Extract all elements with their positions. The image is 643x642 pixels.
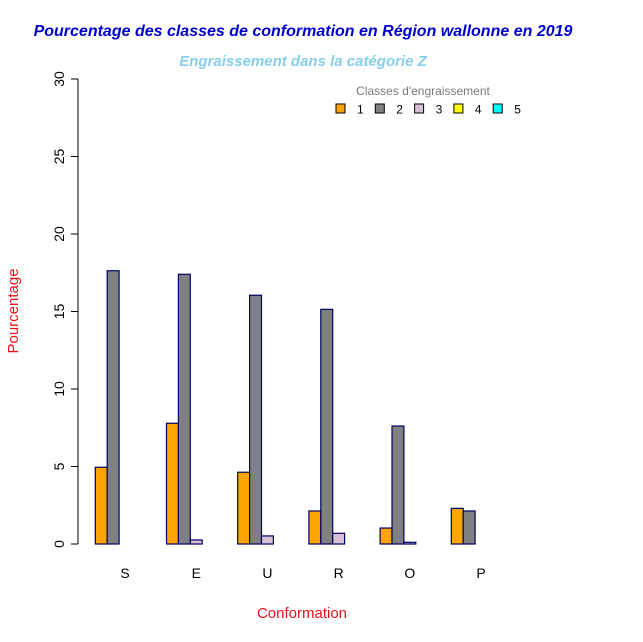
- x-tick-label-O: O: [404, 565, 415, 581]
- legend-swatch: [335, 103, 346, 114]
- bar-S-series-1: [94, 466, 108, 545]
- bar-P-series-1: [450, 507, 464, 545]
- bar-U-series-3: [260, 535, 274, 545]
- bar-S-series-2: [106, 270, 120, 545]
- legend-item-4: 4: [453, 103, 482, 117]
- bar-group-P: [450, 507, 476, 545]
- legend-swatch: [414, 103, 425, 114]
- bar-O-series-1: [379, 527, 393, 545]
- bar-E-series-2: [177, 273, 191, 545]
- y-tick-label: 20: [51, 226, 67, 242]
- bar-R-series-1: [308, 510, 322, 545]
- legend-label: 2: [396, 103, 403, 117]
- y-tick-label: 25: [51, 149, 67, 165]
- chart-subtitle: Engraissement dans la catégorie Z: [179, 53, 427, 70]
- bar-E-series-3: [189, 539, 203, 545]
- bar-group-E: [165, 273, 203, 545]
- legend-item-5: 5: [492, 103, 521, 117]
- bar-O-series-2: [391, 425, 405, 545]
- y-tick-label: 5: [51, 462, 67, 470]
- bars: [94, 270, 476, 545]
- bar-group-U: [237, 294, 274, 545]
- legend-swatch: [492, 103, 503, 114]
- bar-U-series-2: [249, 294, 263, 545]
- bar-U-series-1: [237, 471, 251, 545]
- legend-item-3: 3: [414, 103, 443, 117]
- bar-group-O: [379, 425, 417, 545]
- y-axis-title: Pourcentage: [5, 268, 22, 353]
- legend-title: Classes d'engraissement: [356, 84, 490, 98]
- bar-E-series-1: [165, 422, 179, 545]
- bar-R-series-3: [332, 532, 346, 545]
- x-tick-label-S: S: [120, 565, 129, 581]
- x-axis-title: Conformation: [257, 605, 347, 622]
- legend: Classes d'engraissement 1 2 3 4 5: [335, 84, 521, 117]
- legend-swatch: [453, 103, 464, 114]
- bar-group-R: [308, 308, 346, 545]
- x-tick-label-E: E: [192, 565, 201, 581]
- bar-group-S: [94, 270, 120, 545]
- bar-P-series-2: [462, 510, 476, 545]
- x-tick-label-P: P: [476, 565, 485, 581]
- x-tick-label-U: U: [262, 565, 272, 581]
- bar-R-series-2: [320, 308, 334, 545]
- legend-item-2: 2: [374, 103, 403, 117]
- legend-item-1: 1: [335, 103, 364, 117]
- legend-swatch: [374, 103, 385, 114]
- bar-O-series-3: [403, 541, 417, 545]
- legend-label: 1: [357, 103, 364, 117]
- y-tick-label: 15: [51, 304, 67, 320]
- legend-label: 5: [514, 103, 521, 117]
- chart-title: Pourcentage des classes de conformation …: [34, 23, 573, 40]
- y-tick-label: 0: [51, 540, 67, 548]
- y-tick-label: 10: [51, 381, 67, 397]
- y-tick-label: 30: [51, 71, 67, 87]
- legend-label: 3: [436, 103, 443, 117]
- legend-label: 4: [475, 103, 482, 117]
- x-tick-label-R: R: [334, 565, 344, 581]
- y-axis: 0 5 10 15 20 25 30: [51, 71, 79, 548]
